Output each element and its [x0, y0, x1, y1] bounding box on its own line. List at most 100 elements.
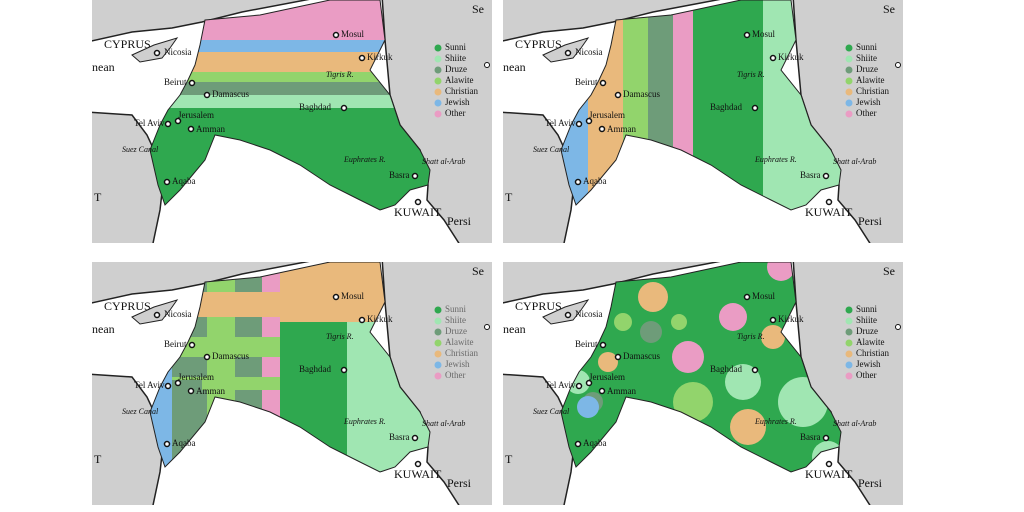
- place-label: Damascus: [212, 351, 249, 361]
- place-label: Mosul: [341, 291, 365, 301]
- city-marker: [411, 434, 419, 442]
- region: [235, 377, 262, 390]
- legend-swatch: [845, 110, 853, 118]
- legend-label: Sunni: [856, 42, 878, 52]
- legend-label: Other: [445, 108, 466, 118]
- place-label: Kirkuk: [367, 314, 393, 324]
- place-label: Aqaba: [172, 176, 196, 186]
- place-label: Shatt al-Arab: [833, 157, 876, 166]
- city-marker: [769, 54, 777, 62]
- border: [149, 262, 431, 473]
- place-label: T: [94, 452, 102, 466]
- place-label: Damascus: [623, 351, 660, 361]
- landmass: [503, 111, 576, 243]
- city-marker: [358, 54, 366, 62]
- city-marker: [153, 311, 161, 319]
- landmass: [381, 262, 492, 505]
- legend-label: Sunni: [445, 42, 467, 52]
- region: [235, 292, 262, 317]
- place-label: Shatt al-Arab: [422, 157, 465, 166]
- place-label: Nicosia: [575, 309, 603, 319]
- landmass: [92, 262, 310, 304]
- place-label: Beirut: [575, 77, 598, 87]
- landmass: [92, 373, 165, 505]
- place-label: Nicosia: [575, 47, 603, 57]
- city-marker: [585, 379, 593, 387]
- city-marker: [599, 341, 607, 349]
- city-marker: [822, 434, 830, 442]
- place-label: Suez Canal: [122, 407, 159, 416]
- city-marker: [575, 120, 583, 128]
- place-label: Tel Aviv: [545, 380, 576, 390]
- legend-swatch: [845, 55, 853, 63]
- legend-label: Druze: [445, 326, 467, 336]
- place-label: Damascus: [212, 89, 249, 99]
- legend-label: Christian: [445, 86, 478, 96]
- place-label: CYPRUS: [515, 37, 562, 51]
- marker: [895, 324, 901, 330]
- city-marker: [614, 353, 622, 361]
- city-marker: [743, 293, 751, 301]
- region: [262, 357, 280, 377]
- region: [767, 262, 795, 281]
- legend-label: Alawite: [856, 75, 885, 85]
- region: [235, 390, 262, 472]
- city-marker: [574, 440, 582, 448]
- place-label: Tel Aviv: [134, 380, 165, 390]
- region: [150, 357, 172, 377]
- landmass: [92, 111, 165, 243]
- region: [598, 352, 618, 372]
- region: [673, 0, 693, 210]
- region: [235, 357, 262, 377]
- place-label: Kirkuk: [778, 52, 804, 62]
- city-marker: [751, 104, 759, 112]
- legend-swatch: [845, 66, 853, 74]
- city-marker: [414, 460, 422, 468]
- city-marker: [340, 366, 348, 374]
- legend-swatch: [434, 339, 442, 347]
- city-marker: [174, 379, 182, 387]
- place-label: Se: [472, 264, 484, 278]
- region: [672, 341, 704, 373]
- place-label: CYPRUS: [515, 299, 562, 313]
- place-label: nean: [503, 60, 526, 74]
- city-marker: [332, 293, 340, 301]
- legend-label: Christian: [856, 348, 889, 358]
- city-marker: [564, 49, 572, 57]
- legend-label: Shiite: [856, 315, 877, 325]
- city-marker: [598, 125, 606, 133]
- place-label: Aqaba: [583, 176, 607, 186]
- place-label: nean: [503, 322, 526, 336]
- region: [671, 314, 687, 330]
- city-marker: [188, 341, 196, 349]
- place-label: Suez Canal: [533, 407, 570, 416]
- legend-label: Shiite: [445, 315, 466, 325]
- city-marker: [564, 311, 572, 319]
- map-panel: CYPRUS Nicosia nean Beirut Damascus Tel Aviv J…: [92, 262, 492, 505]
- map-panel: CYPRUS Nicosia nean Beirut Damascus Tel Aviv J…: [503, 262, 903, 505]
- legend-label: Jewish: [445, 97, 470, 107]
- legend-swatch: [434, 77, 442, 85]
- region: [725, 364, 761, 400]
- place-label: Euphrates R.: [754, 417, 797, 426]
- map: CYPRUS Nicosia nean Beirut Damascus Tel Aviv J…: [503, 0, 903, 243]
- place-label: Nicosia: [164, 309, 192, 319]
- city-marker: [575, 382, 583, 390]
- legend-label: Other: [856, 108, 877, 118]
- city-marker: [163, 440, 171, 448]
- landmass: [381, 0, 492, 243]
- landmass: [92, 0, 310, 42]
- place-label: KUWAIT: [805, 205, 853, 219]
- cyprus: [131, 37, 179, 63]
- marker: [484, 324, 490, 330]
- city-marker: [614, 91, 622, 99]
- place-label: KUWAIT: [394, 467, 442, 481]
- legend-label: Alawite: [445, 337, 474, 347]
- city-marker: [188, 79, 196, 87]
- region: [761, 325, 785, 349]
- place-label: CYPRUS: [104, 299, 151, 313]
- place-label: Baghdad: [710, 102, 742, 112]
- legend-swatch: [845, 44, 853, 52]
- place-label: Shatt al-Arab: [422, 419, 465, 428]
- map-panel: CYPRUS Nicosia nean Beirut Damascus Tel Aviv J…: [92, 0, 492, 243]
